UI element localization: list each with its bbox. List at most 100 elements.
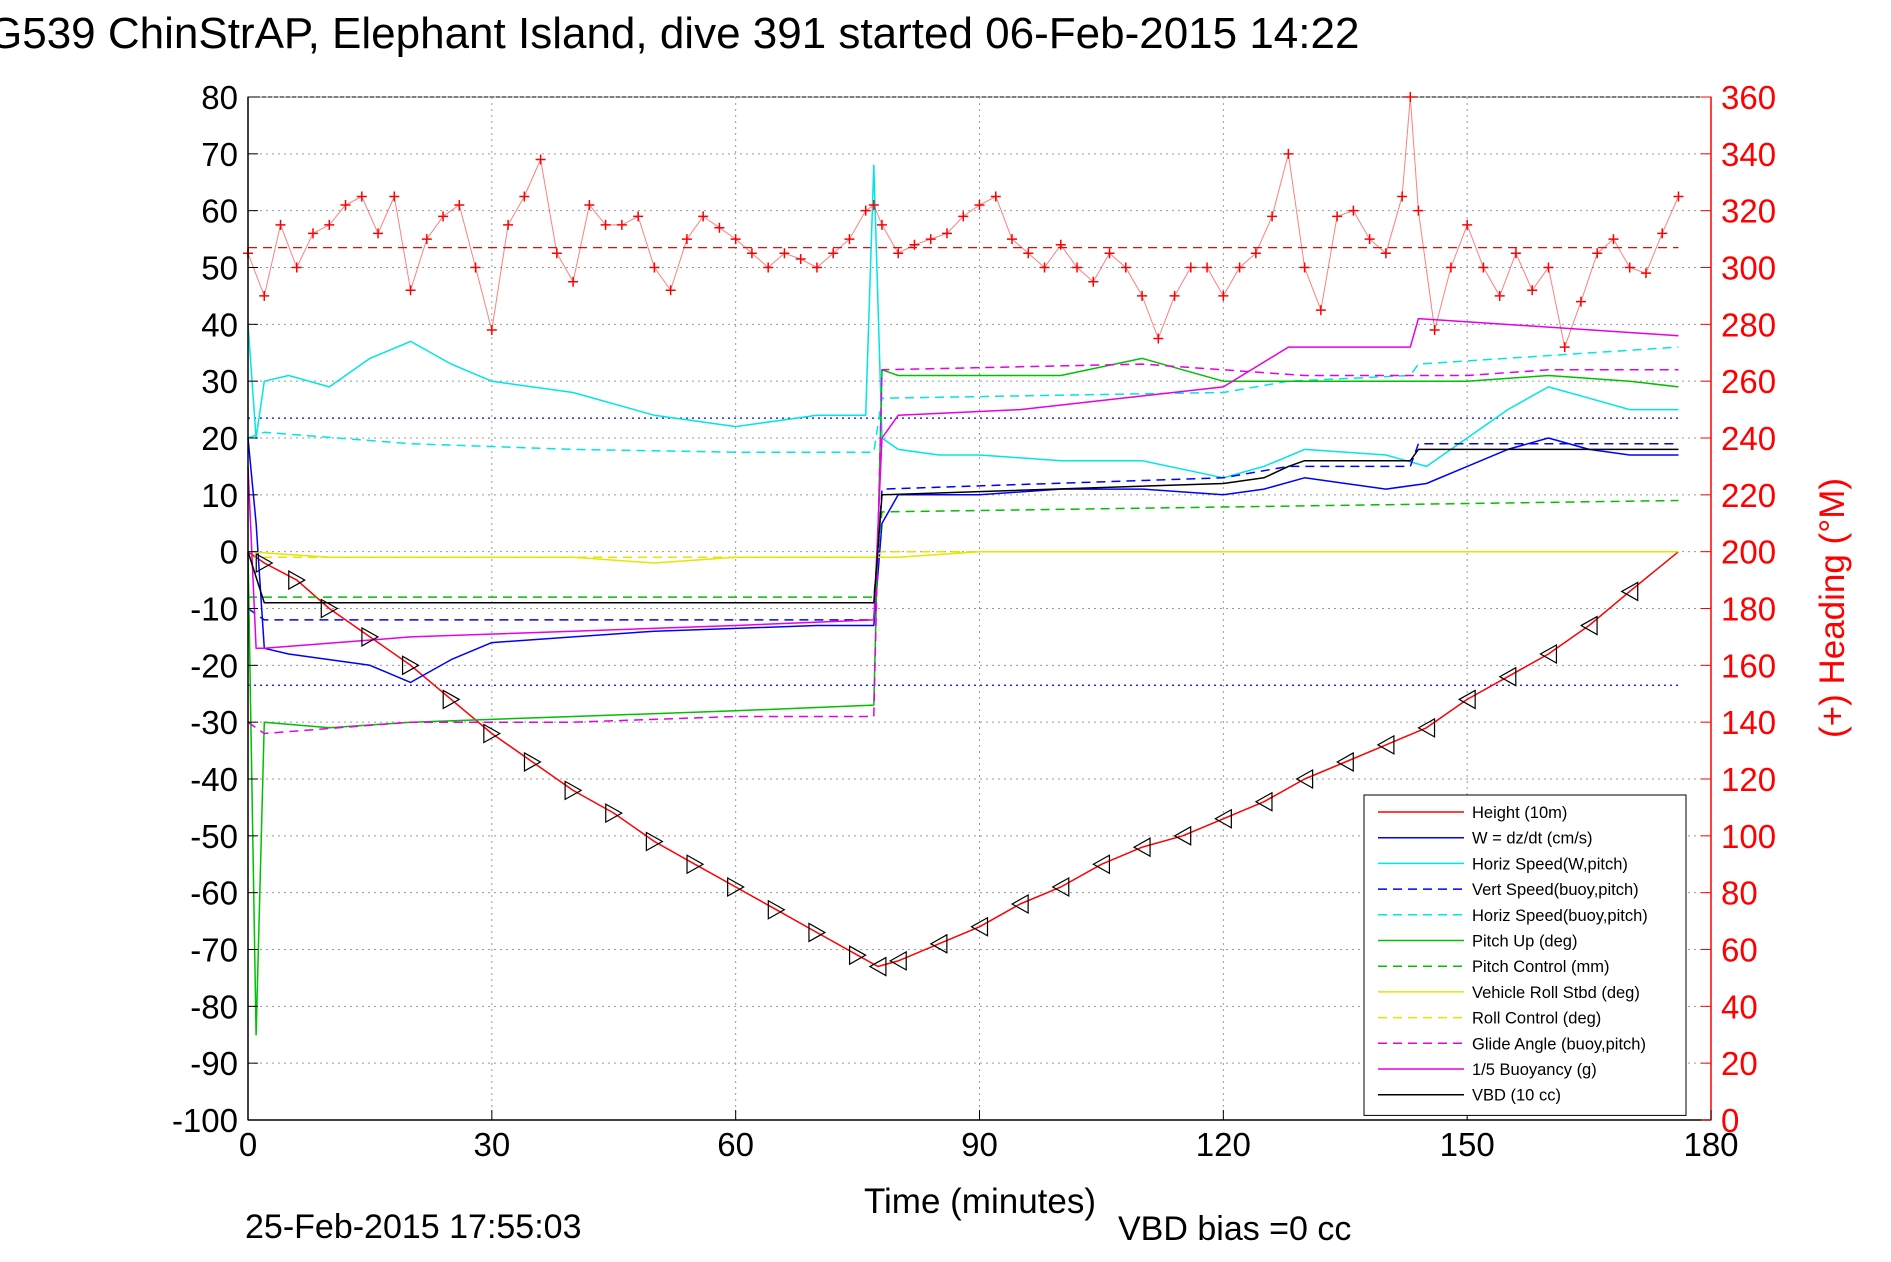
footer-timestamp: 25-Feb-2015 17:55:03 <box>245 1208 581 1246</box>
heading-point <box>1104 248 1115 259</box>
legend-box <box>1363 794 1687 1116</box>
depth-marker <box>1092 854 1111 875</box>
heading-point <box>421 234 432 245</box>
legend-label: Height (10m) <box>1472 804 1567 822</box>
legend-label: Pitch Up (deg) <box>1472 933 1577 951</box>
series-line-11 <box>247 448 1679 604</box>
y-tick-label: 60 <box>201 193 238 230</box>
depth-marker <box>970 916 989 937</box>
depth-marker <box>1417 717 1436 738</box>
heading-point <box>1510 248 1521 259</box>
depth-marker <box>1214 808 1232 829</box>
depth-marker <box>401 655 420 676</box>
right-axis-label: (+) Heading (°M) <box>1813 478 1852 738</box>
y-tick-label: 40 <box>201 306 238 343</box>
right-tick-label: 320 <box>1721 193 1776 230</box>
right-tick-label: 160 <box>1721 647 1776 684</box>
heading-point <box>1608 234 1619 245</box>
x-tick-label: 120 <box>1196 1126 1251 1163</box>
reference-lines <box>248 247 1679 686</box>
right-tick-label: 100 <box>1721 818 1776 855</box>
series-line-6 <box>248 499 1679 598</box>
legend-label: Roll Control (deg) <box>1472 1010 1601 1028</box>
heading-point <box>1202 262 1213 273</box>
depth-marker <box>888 950 907 971</box>
heading-point <box>1592 248 1603 259</box>
heading-point <box>1429 325 1440 336</box>
legend-label: Vert Speed(buoy,pitch) <box>1472 881 1639 899</box>
heading-point <box>1405 92 1416 102</box>
heading-point <box>811 262 822 273</box>
heading-point <box>763 262 774 273</box>
y-tick-label: -100 <box>172 1102 238 1139</box>
depth-marker <box>868 956 887 977</box>
heading-point <box>1559 342 1570 353</box>
heading-point <box>340 199 351 210</box>
legend-label: 1/5 Buoyancy (g) <box>1472 1061 1597 1079</box>
legend-label: Horiz Speed(W,pitch) <box>1472 855 1628 873</box>
right-tick-label: 360 <box>1721 79 1776 116</box>
series-line-1 <box>247 437 1679 684</box>
heading-point <box>1332 211 1343 222</box>
heading-point <box>1527 285 1538 296</box>
depth-marker <box>1539 643 1558 664</box>
y-tick-label: -30 <box>190 704 238 741</box>
heading-point <box>1137 290 1148 301</box>
heading-point <box>1055 239 1066 250</box>
heading-point <box>893 248 904 259</box>
series-line-10 <box>247 317 1679 650</box>
x-tick-label: 180 <box>1683 1126 1738 1163</box>
heading-point <box>1234 262 1245 273</box>
heading-point <box>795 253 806 264</box>
heading-point <box>1478 262 1489 273</box>
right-tick-label: 260 <box>1721 363 1776 400</box>
depth-marker <box>320 598 339 619</box>
depth-marker <box>848 945 867 966</box>
y-tick-label: -40 <box>190 761 238 798</box>
heading-point <box>1380 248 1391 259</box>
heading-point <box>259 290 270 301</box>
heading-point <box>941 228 952 239</box>
heading-point <box>568 276 579 287</box>
depth-marker <box>645 831 664 852</box>
right-tick-label: 40 <box>1721 988 1758 1025</box>
heading-point <box>600 219 611 230</box>
legend-label: VBD (10 cc) <box>1472 1087 1561 1105</box>
heading-point <box>714 222 725 233</box>
heading-point <box>1315 305 1326 316</box>
depth-marker <box>1010 894 1029 915</box>
series-line-3 <box>247 442 1679 621</box>
depth-marker <box>564 780 583 801</box>
y-tick-label: 20 <box>201 420 238 457</box>
depth-marker <box>686 854 705 875</box>
heading-point <box>698 211 709 222</box>
heading-point <box>974 199 985 210</box>
depth-marker <box>288 570 306 591</box>
heading-point <box>551 248 562 259</box>
x-tick-label: 150 <box>1440 1126 1495 1163</box>
right-tick-label: 120 <box>1721 761 1776 798</box>
depth-marker <box>1051 876 1070 898</box>
heading-point <box>389 191 400 202</box>
depth-marker <box>483 723 502 744</box>
y-tick-label: -70 <box>190 932 238 969</box>
heading-point <box>275 219 286 230</box>
heading-point <box>860 205 871 216</box>
heading-point <box>925 234 936 245</box>
legend: Height (10m) W = dz/dt (cm/s) Horiz Speed(… <box>1363 794 1687 1116</box>
heading-point <box>535 154 546 165</box>
heading-point <box>1640 268 1651 279</box>
heading-point <box>519 191 530 202</box>
heading-point <box>1364 234 1375 245</box>
depth-marker <box>929 933 948 954</box>
right-tick-label: 80 <box>1721 875 1758 912</box>
heading-point <box>649 262 660 273</box>
y-tick-label: -20 <box>190 647 238 684</box>
legend-label: W = dz/dt (cm/s) <box>1472 830 1593 848</box>
series-layer <box>247 164 1679 1036</box>
heading-point <box>308 228 319 239</box>
heading-point <box>356 191 367 202</box>
heading-point <box>958 211 969 222</box>
depth-marker <box>727 876 745 898</box>
